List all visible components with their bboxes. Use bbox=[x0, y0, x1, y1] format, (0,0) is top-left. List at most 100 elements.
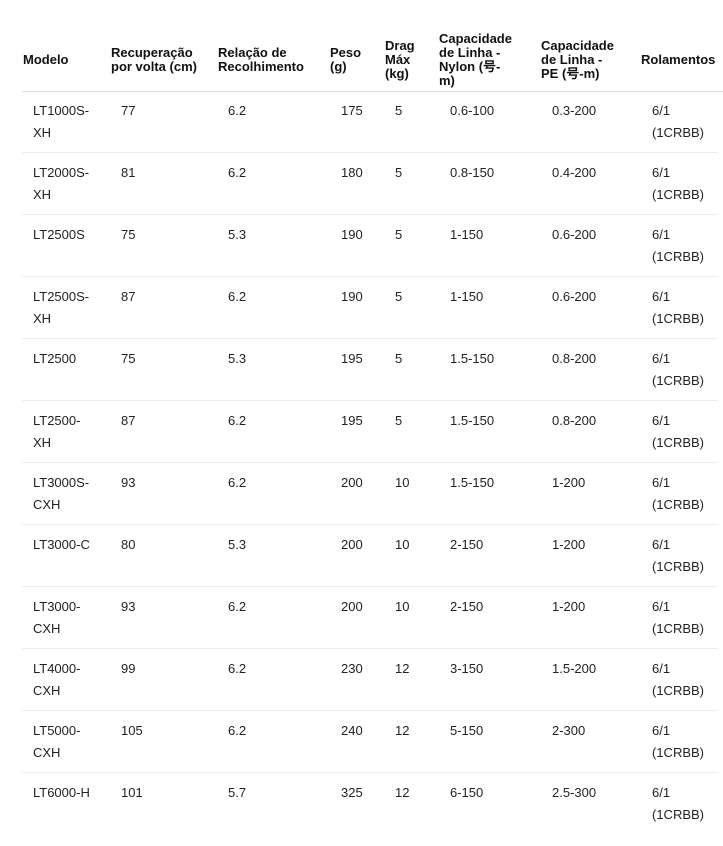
cell-peso: 195 bbox=[341, 413, 363, 428]
cell-rolamentos: 6/1 (1CRBB) bbox=[652, 351, 705, 388]
table-row: LT2500S-XH 87 6.2 190 5 1-150 0.6-200 6/1 (1CRB… bbox=[22, 277, 718, 339]
cell-drag: 10 bbox=[395, 599, 410, 614]
cell-drag: 5 bbox=[395, 413, 403, 428]
cell-relacao: 5.3 bbox=[228, 351, 247, 366]
header-drag: Drag Máx (kg) bbox=[385, 28, 419, 91]
table-row: LT2000S-XH 81 6.2 180 5 0.8-150 0.4-200 6/1 (1C… bbox=[22, 153, 718, 215]
cell-drag: 12 bbox=[395, 661, 410, 676]
cell-recuperacao: 77 bbox=[121, 103, 136, 118]
cell-modelo: LT2500S-XH bbox=[33, 289, 90, 326]
cell-rolamentos: 6/1 (1CRBB) bbox=[652, 723, 705, 760]
cell-capacidade-pe: 1.5-200 bbox=[552, 661, 597, 676]
cell-peso: 180 bbox=[341, 165, 363, 180]
header-label: Recuperação por volta (cm) bbox=[111, 44, 197, 74]
cell-recuperacao: 87 bbox=[121, 289, 136, 304]
cell-rolamentos: 6/1 (1CRBB) bbox=[652, 785, 705, 822]
cell-capacidade-nylon: 0.6-100 bbox=[450, 103, 495, 118]
cell-drag: 5 bbox=[395, 289, 403, 304]
cell-peso: 200 bbox=[341, 475, 363, 490]
header-peso: Peso (g) bbox=[330, 28, 364, 91]
cell-peso: 240 bbox=[341, 723, 363, 738]
cell-peso: 200 bbox=[341, 537, 363, 552]
header-rolamentos: Rolamentos bbox=[641, 28, 723, 91]
cell-rolamentos: 6/1 (1CRBB) bbox=[652, 475, 705, 512]
cell-recuperacao: 75 bbox=[121, 227, 136, 242]
cell-rolamentos: 6/1 (1CRBB) bbox=[652, 413, 705, 450]
cell-capacidade-nylon: 1-150 bbox=[450, 289, 484, 304]
cell-capacidade-pe: 1-200 bbox=[552, 537, 586, 552]
cell-capacidade-pe: 1-200 bbox=[552, 599, 586, 614]
cell-recuperacao: 81 bbox=[121, 165, 136, 180]
cell-modelo: LT2500 bbox=[33, 351, 77, 366]
cell-drag: 5 bbox=[395, 103, 403, 118]
header-label: Peso (g) bbox=[330, 44, 362, 74]
cell-rolamentos: 6/1 (1CRBB) bbox=[652, 599, 705, 636]
cell-peso: 325 bbox=[341, 785, 363, 800]
cell-capacidade-pe: 0.8-200 bbox=[552, 413, 597, 428]
cell-recuperacao: 93 bbox=[121, 599, 136, 614]
cell-rolamentos: 6/1 (1CRBB) bbox=[652, 227, 705, 264]
table-body: LT1000S-XH 77 6.2 175 5 0.6-100 0.3-200 6/1 (1C… bbox=[22, 91, 718, 834]
cell-rolamentos: 6/1 (1CRBB) bbox=[652, 165, 705, 202]
cell-drag: 12 bbox=[395, 723, 410, 738]
cell-relacao: 6.2 bbox=[228, 103, 247, 118]
cell-rolamentos: 6/1 (1CRBB) bbox=[652, 661, 705, 698]
cell-peso: 175 bbox=[341, 103, 363, 118]
table-row: LT3000-C 80 5.3 200 10 2-150 1-200 6/1 (1CRBB) bbox=[22, 525, 718, 587]
cell-drag: 5 bbox=[395, 351, 403, 366]
header-capacidade-nylon: Capacidade de Linha - Nylon (号-m) bbox=[439, 28, 515, 91]
cell-relacao: 6.2 bbox=[228, 661, 247, 676]
table-row: LT2500 75 5.3 195 5 1.5-150 0.8-200 6/1 (1CRBB) bbox=[22, 339, 718, 401]
cell-recuperacao: 105 bbox=[121, 723, 143, 738]
cell-relacao: 6.2 bbox=[228, 475, 247, 490]
cell-capacidade-nylon: 1.5-150 bbox=[450, 351, 495, 366]
table-row: LT6000-H 101 5.7 325 12 6-150 2.5-300 6/1 (1CRB… bbox=[22, 773, 718, 834]
header-label: Modelo bbox=[23, 51, 69, 67]
cell-drag: 10 bbox=[395, 475, 410, 490]
cell-modelo: LT3000S-CXH bbox=[33, 475, 90, 512]
cell-capacidade-pe: 0.4-200 bbox=[552, 165, 597, 180]
table-row: LT2500-XH 87 6.2 195 5 1.5-150 0.8-200 6/1 (1CR… bbox=[22, 401, 718, 463]
cell-capacidade-pe: 2-300 bbox=[552, 723, 586, 738]
header-label: Drag Máx (kg) bbox=[385, 37, 415, 81]
table-header: Modelo Recuperação por volta (cm) Relação … bbox=[22, 28, 723, 92]
cell-capacidade-nylon: 1-150 bbox=[450, 227, 484, 242]
cell-recuperacao: 75 bbox=[121, 351, 136, 366]
header-label: Rolamentos bbox=[641, 51, 716, 67]
cell-capacidade-pe: 0.6-200 bbox=[552, 227, 597, 242]
cell-modelo: LT2500-XH bbox=[33, 413, 81, 450]
header-label: Capacidade de Linha - PE (号-m) bbox=[541, 37, 614, 81]
cell-recuperacao: 101 bbox=[121, 785, 143, 800]
cell-capacidade-nylon: 1.5-150 bbox=[450, 475, 495, 490]
cell-relacao: 6.2 bbox=[228, 289, 247, 304]
table-row: LT2500S 75 5.3 190 5 1-150 0.6-200 6/1 (1CRBB) bbox=[22, 215, 718, 277]
cell-capacidade-pe: 0.6-200 bbox=[552, 289, 597, 304]
cell-rolamentos: 6/1 (1CRBB) bbox=[652, 103, 705, 140]
header-capacidade-pe: Capacidade de Linha - PE (号-m) bbox=[541, 28, 621, 91]
cell-capacidade-nylon: 0.8-150 bbox=[450, 165, 495, 180]
cell-relacao: 5.7 bbox=[228, 785, 247, 800]
header-recuperacao: Recuperação por volta (cm) bbox=[111, 28, 199, 91]
cell-capacidade-pe: 1-200 bbox=[552, 475, 586, 490]
cell-capacidade-nylon: 6-150 bbox=[450, 785, 484, 800]
cell-relacao: 6.2 bbox=[228, 599, 247, 614]
header-label: Capacidade de Linha - Nylon (号-m) bbox=[439, 30, 512, 88]
cell-modelo: LT1000S-XH bbox=[33, 103, 90, 140]
cell-peso: 190 bbox=[341, 227, 363, 242]
cell-capacidade-pe: 2.5-300 bbox=[552, 785, 597, 800]
cell-modelo: LT3000-C bbox=[33, 537, 90, 552]
table-row: LT4000-CXH 99 6.2 230 12 3-150 1.5-200 6/1 (1CR… bbox=[22, 649, 718, 711]
cell-recuperacao: 87 bbox=[121, 413, 136, 428]
cell-recuperacao: 99 bbox=[121, 661, 136, 676]
cell-peso: 195 bbox=[341, 351, 363, 366]
cell-modelo: LT5000-CXH bbox=[33, 723, 81, 760]
cell-rolamentos: 6/1 (1CRBB) bbox=[652, 289, 705, 326]
cell-capacidade-nylon: 1.5-150 bbox=[450, 413, 495, 428]
cell-capacidade-nylon: 2-150 bbox=[450, 599, 484, 614]
table-row: LT5000-CXH 105 6.2 240 12 5-150 2-300 6/1 (1CRB… bbox=[22, 711, 718, 773]
cell-modelo: LT4000-CXH bbox=[33, 661, 81, 698]
cell-relacao: 6.2 bbox=[228, 413, 247, 428]
cell-modelo: LT3000-CXH bbox=[33, 599, 81, 636]
cell-capacidade-nylon: 3-150 bbox=[450, 661, 484, 676]
cell-modelo: LT2000S-XH bbox=[33, 165, 90, 202]
